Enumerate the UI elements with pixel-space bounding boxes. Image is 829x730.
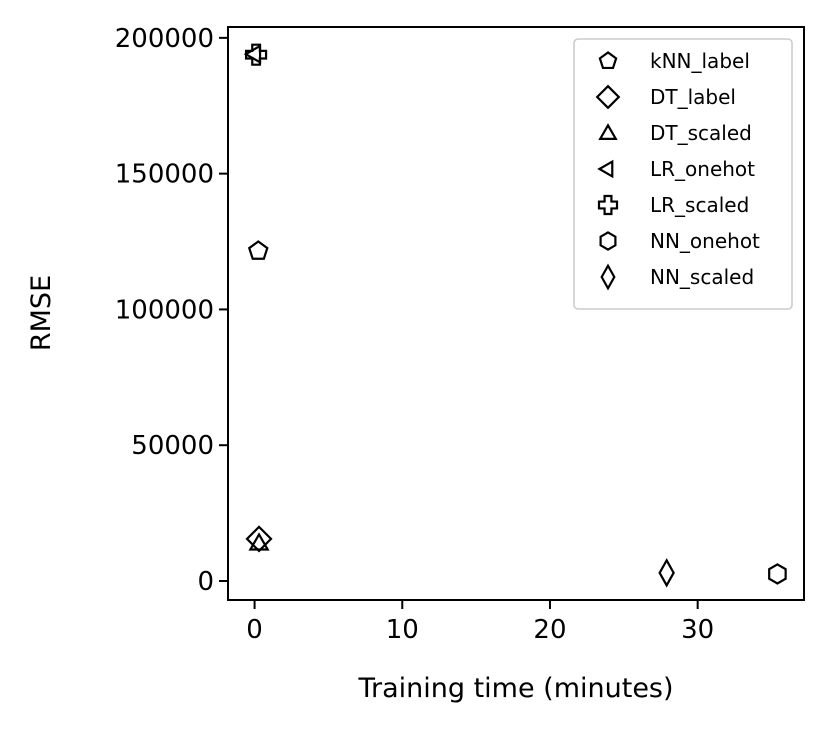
y-axis-label: RMSE — [26, 275, 57, 351]
y-axis-ticks: 0 50000 100000 150000 200000 — [115, 24, 228, 597]
legend-label-lr-scaled: LR_scaled — [650, 193, 749, 217]
point-nn-scaled — [658, 558, 675, 588]
y-tick-label: 0 — [197, 567, 214, 597]
legend-marker-knn-label — [598, 51, 618, 70]
legend-marker-lr-scaled — [597, 194, 619, 216]
legend-label-lr-onehot: LR_onehot — [650, 157, 755, 181]
plot-frame — [227, 26, 805, 601]
legend-label-knn-label: kNN_label — [650, 49, 750, 73]
x-tick-label: 20 — [533, 615, 566, 645]
legend-marker-dt-scaled — [598, 123, 618, 140]
legend-frame — [573, 38, 793, 310]
x-tick-label: 0 — [246, 615, 263, 645]
point-lr-scaled — [244, 43, 268, 66]
legend-label-nn-onehot: NN_onehot — [650, 229, 760, 253]
y-tick-label: 150000 — [115, 160, 214, 190]
point-dt-label — [245, 525, 273, 553]
y-tick-label: 100000 — [115, 295, 214, 325]
legend: kNN_label DT_label DT_scaled LR_onehot LR_sc… — [573, 38, 793, 310]
legend-marker-dt-label — [595, 84, 621, 110]
legend-marker-lr-onehot — [597, 159, 614, 179]
point-nn-onehot — [768, 563, 787, 585]
x-tick-label: 10 — [386, 615, 419, 645]
point-dt-scaled — [248, 532, 270, 551]
plot-marks — [243, 43, 787, 588]
x-axis-label: Training time (minutes) — [357, 673, 673, 704]
point-knn-label — [247, 240, 269, 260]
legend-marker-nn-onehot — [599, 231, 617, 251]
legend-label-nn-scaled: NN_scaled — [650, 265, 754, 289]
y-tick-label: 200000 — [115, 24, 214, 54]
legend-label-dt-scaled: DT_scaled — [650, 121, 752, 145]
legend-label-dt-label: DT_label — [650, 85, 736, 109]
legend-marker-nn-scaled — [600, 263, 616, 291]
y-tick-label: 50000 — [131, 431, 214, 461]
x-axis-ticks: 0 10 20 30 — [246, 600, 714, 645]
x-tick-label: 30 — [681, 615, 714, 645]
